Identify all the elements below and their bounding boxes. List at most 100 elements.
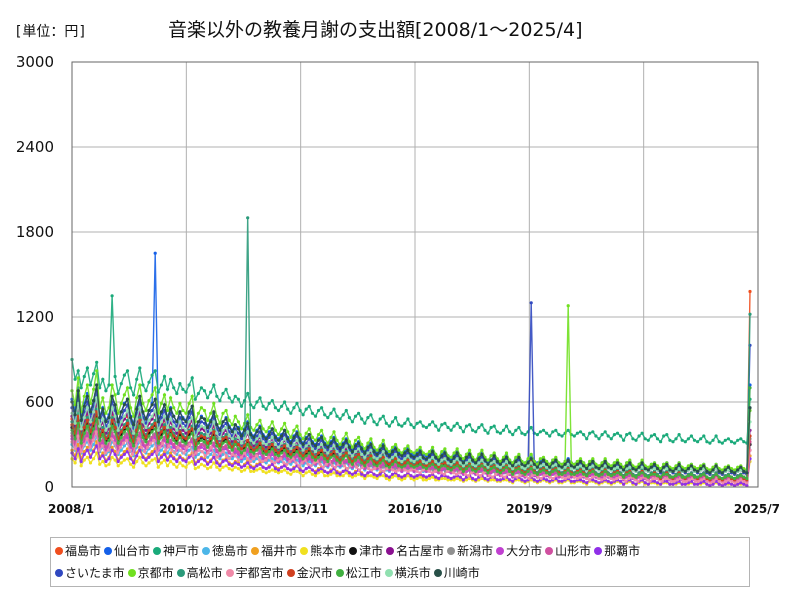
data-point — [491, 475, 495, 479]
data-point — [147, 380, 151, 384]
data-point — [76, 369, 80, 373]
data-point — [321, 465, 325, 469]
data-point — [379, 468, 383, 472]
data-point — [563, 476, 568, 481]
data-point — [227, 457, 231, 461]
data-point — [526, 461, 530, 465]
data-point — [394, 442, 398, 447]
data-point — [202, 440, 207, 444]
data-point — [477, 478, 481, 482]
data-point — [209, 445, 213, 449]
data-point — [243, 457, 247, 461]
data-point — [739, 437, 743, 441]
data-point — [640, 465, 644, 469]
data-point — [316, 438, 321, 442]
data-point — [122, 430, 126, 434]
data-point — [332, 437, 336, 441]
data-point — [187, 410, 191, 414]
data-point — [498, 465, 502, 469]
data-point — [378, 461, 382, 465]
data-point — [458, 467, 462, 471]
data-point — [122, 414, 126, 418]
data-point — [243, 428, 247, 432]
data-point — [323, 442, 327, 447]
data-point — [178, 435, 182, 439]
data-point — [357, 455, 361, 459]
data-point — [92, 399, 96, 403]
data-point — [203, 454, 207, 458]
data-point — [347, 440, 351, 444]
data-point — [390, 445, 395, 449]
data-point — [156, 390, 160, 394]
data-point — [230, 448, 234, 452]
data-point — [403, 454, 407, 458]
data-point — [566, 458, 570, 462]
data-point — [551, 461, 555, 465]
data-point — [304, 441, 308, 445]
data-point — [572, 434, 576, 438]
data-point — [696, 440, 700, 444]
data-point — [88, 455, 93, 459]
data-point — [162, 425, 167, 430]
data-point — [440, 476, 444, 481]
data-point — [449, 462, 453, 466]
data-point — [230, 400, 234, 404]
data-point — [714, 472, 718, 476]
data-point — [384, 464, 388, 468]
data-point — [597, 464, 601, 468]
data-point — [708, 484, 712, 488]
data-point — [162, 393, 167, 397]
data-point — [221, 450, 225, 454]
data-point — [116, 441, 120, 445]
data-point — [347, 459, 351, 464]
data-point — [702, 472, 706, 476]
data-point — [255, 445, 259, 449]
y-tick-label: 1200 — [16, 308, 54, 326]
data-point — [341, 457, 345, 461]
data-point — [615, 458, 620, 462]
data-point — [674, 437, 678, 441]
data-point — [409, 450, 413, 454]
data-point — [360, 461, 364, 465]
data-point — [403, 464, 407, 468]
legend-marker — [176, 568, 185, 577]
data-point — [427, 454, 432, 458]
data-point — [119, 410, 123, 414]
legend-label: 宇都宮市 — [235, 566, 284, 580]
data-point — [175, 391, 179, 396]
x-tick-label: 2016/10 — [388, 502, 442, 516]
data-point — [455, 457, 459, 461]
data-point — [110, 455, 114, 459]
legend-item: 神戸市 — [153, 542, 199, 559]
data-point — [495, 464, 499, 468]
data-point — [101, 451, 105, 455]
x-tick-label: 2008/1 — [48, 502, 94, 516]
data-point — [73, 461, 77, 465]
data-point — [406, 474, 410, 478]
data-point — [313, 474, 318, 478]
data-point — [224, 440, 228, 444]
data-point — [631, 437, 635, 441]
legend-label: 熊本市 — [310, 544, 347, 558]
data-point — [316, 451, 321, 455]
data-point — [501, 428, 506, 432]
data-point — [434, 424, 438, 428]
data-point — [582, 467, 586, 471]
data-point — [252, 459, 256, 464]
data-point — [375, 461, 379, 465]
data-point — [458, 461, 462, 465]
data-point — [627, 476, 631, 481]
data-point — [227, 450, 231, 454]
data-point — [184, 411, 188, 415]
data-point — [742, 475, 746, 479]
data-point — [486, 465, 490, 469]
data-point — [101, 407, 105, 411]
data-point — [326, 471, 330, 475]
data-point — [474, 461, 478, 465]
legend-marker — [349, 546, 358, 555]
data-point — [129, 462, 133, 466]
data-point — [705, 440, 709, 444]
data-point — [199, 420, 203, 424]
data-point — [609, 476, 613, 481]
data-point — [196, 465, 200, 469]
